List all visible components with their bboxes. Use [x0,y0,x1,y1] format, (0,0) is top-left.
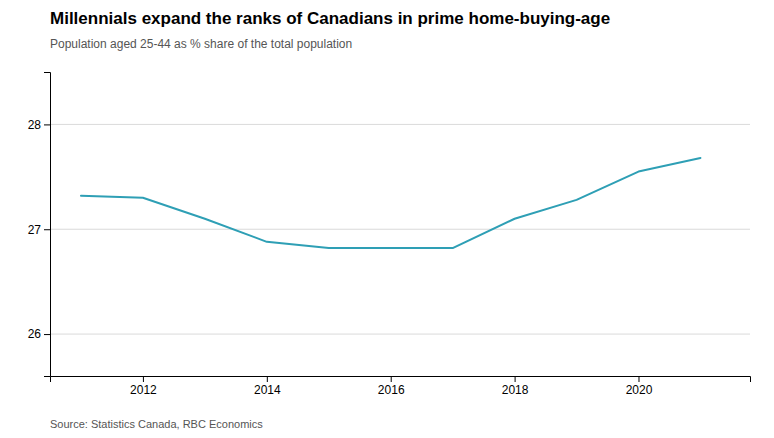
line [81,158,700,248]
axis-line [51,377,751,383]
grid [50,124,750,334]
series [81,158,700,248]
tick-mark [267,376,268,382]
tick: 26 [28,327,50,341]
title: Millennials expand the ranks of Canadian… [50,9,610,28]
y-axis: 26 27 28 [28,73,51,377]
source: Source: Statistics Canada, RBC Economics [50,418,263,430]
subtitle: Population aged 25-44 as % share of the … [50,37,352,51]
x-axis: 2012 2014 2016 2018 2020 [51,376,751,397]
tick-mark [391,376,392,382]
tick-mark [44,124,50,125]
tick: 28 [28,118,50,132]
tick-mark [143,376,144,382]
tick-mark [515,376,516,382]
tick-label: 26 [28,327,42,341]
tick-mark [44,229,50,230]
tick-label: 2012 [130,383,157,397]
tick-label: 2016 [378,383,405,397]
tick: 27 [28,223,50,237]
tick: 2014 [254,376,281,397]
tick-label: 2018 [502,383,529,397]
grid-line [50,334,750,335]
tick-label: 2014 [254,383,281,397]
axis-line [44,73,51,377]
tick-label: 2020 [626,383,653,397]
tick: 2016 [378,376,405,397]
grid-line [50,124,750,125]
tick-label: 28 [28,118,42,132]
tick-label: 27 [28,223,42,237]
tick: 2020 [626,376,653,397]
tick-mark [638,376,639,382]
plot: 2012 2014 2016 2018 2020 26 27 28 [28,73,751,397]
tick: 2018 [502,376,529,397]
grid-line [50,229,750,230]
tick: 2012 [130,376,157,397]
tick-mark [44,334,50,335]
chart: Millennials expand the ranks of Canadian… [0,0,774,438]
